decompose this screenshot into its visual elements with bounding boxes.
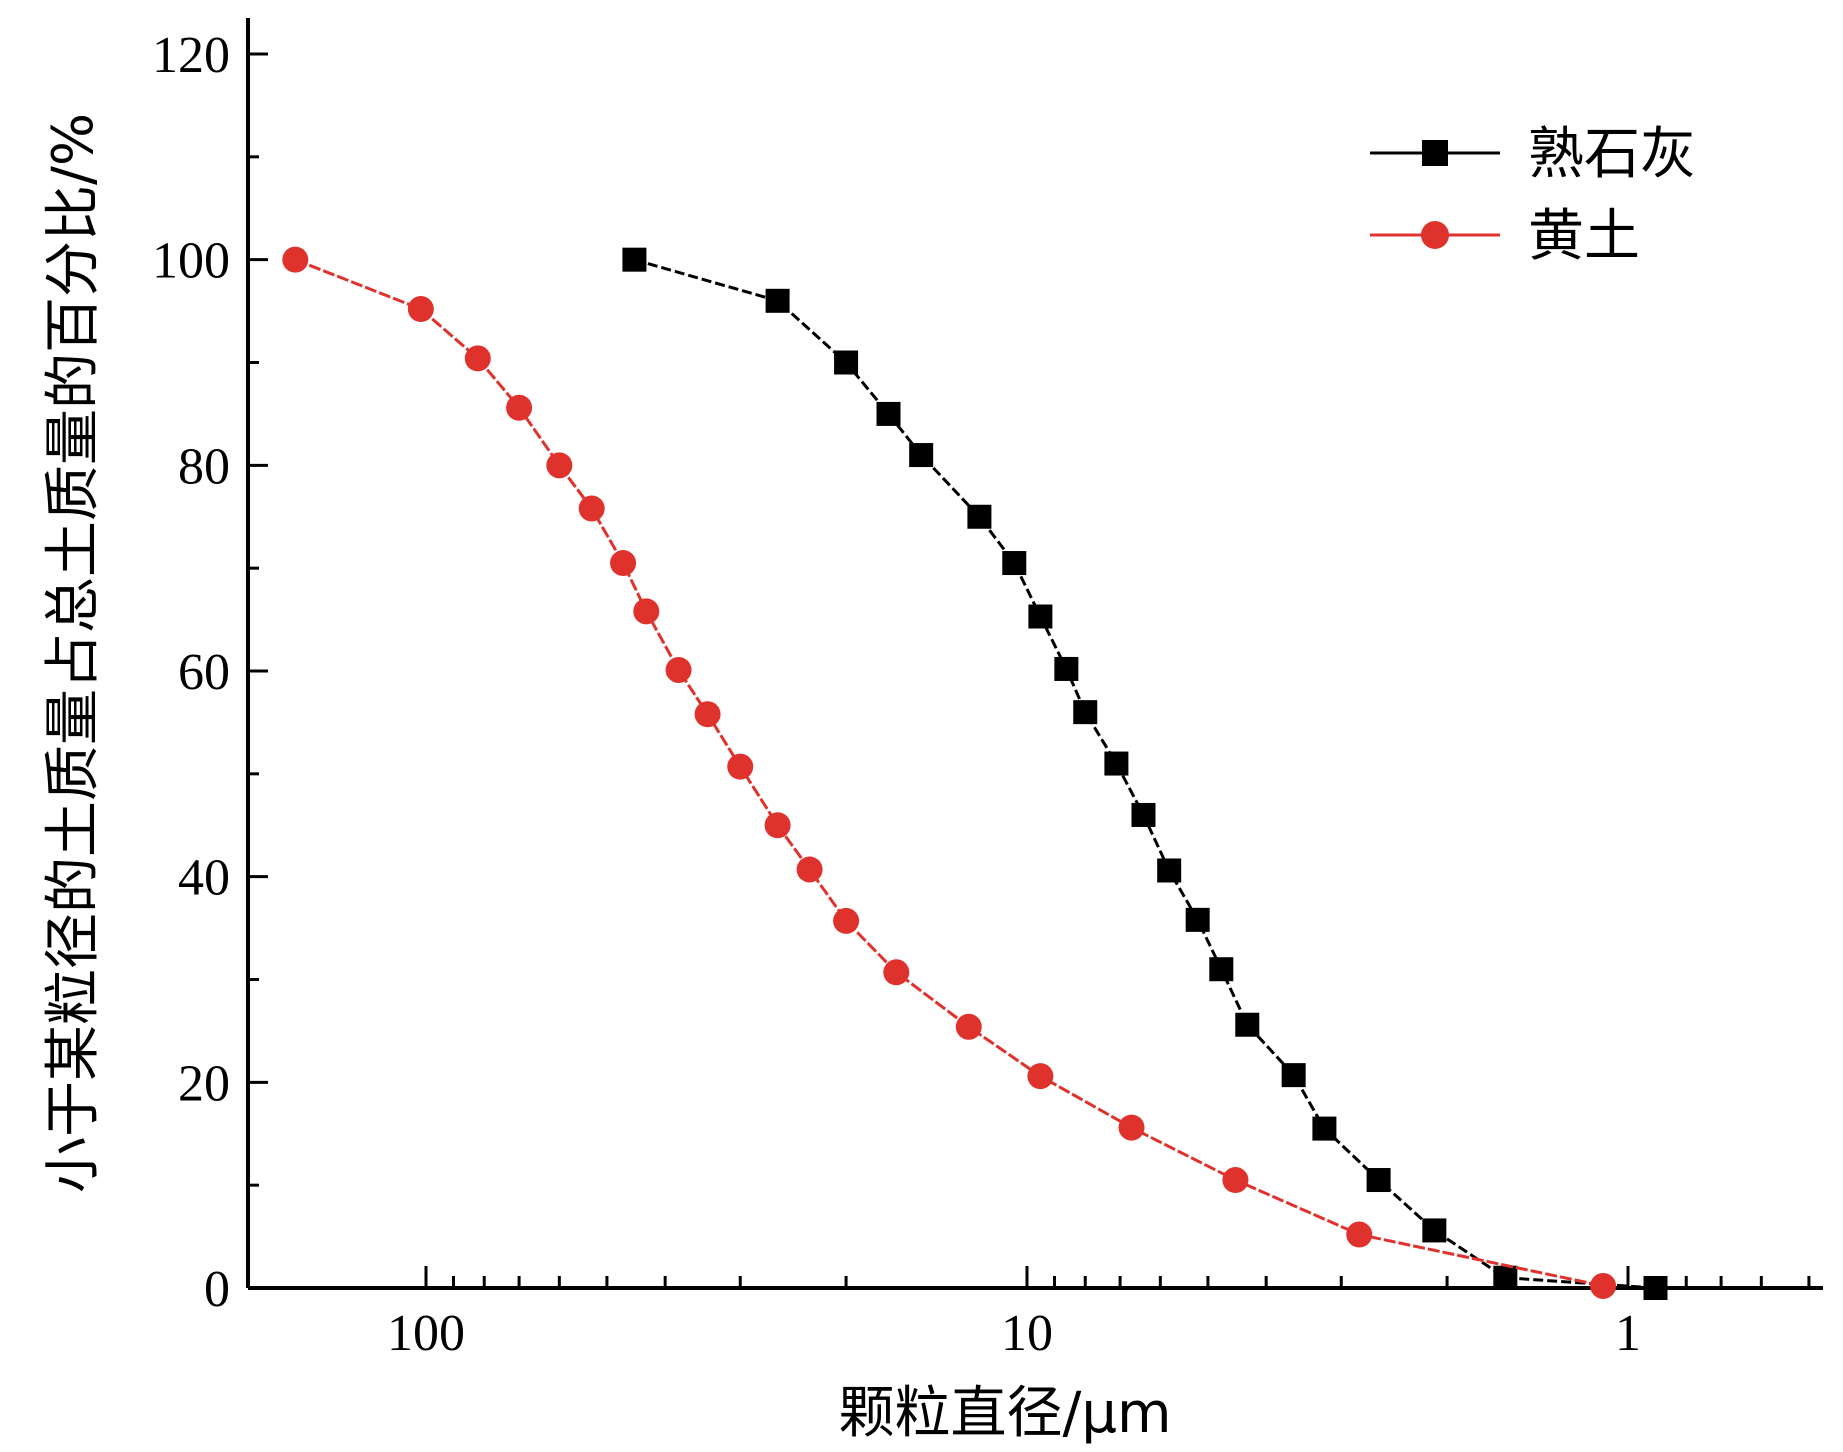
- data-point: [883, 959, 910, 986]
- data-point: [665, 656, 692, 683]
- x-axis-title: 颗粒直径/μm: [838, 1381, 1171, 1446]
- data-point: [876, 401, 901, 426]
- y-tick-label: 80: [178, 438, 230, 495]
- data-point: [1281, 1063, 1306, 1088]
- data-point: [765, 288, 790, 313]
- data-point: [834, 350, 859, 375]
- data-point: [796, 856, 823, 883]
- series-2: [282, 246, 1617, 1299]
- data-point: [622, 247, 647, 272]
- series-line: [633, 258, 1656, 1290]
- data-point: [967, 504, 992, 529]
- x-tick-label: 10: [1001, 1305, 1053, 1362]
- data-point: [1028, 604, 1053, 629]
- data-point: [464, 345, 491, 372]
- data-point: [1366, 1168, 1391, 1193]
- data-point: [633, 598, 660, 625]
- data-point: [1422, 1218, 1447, 1243]
- data-point: [1157, 858, 1182, 883]
- data-point: [506, 394, 533, 421]
- data-point: [282, 246, 309, 273]
- data-point: [764, 812, 791, 839]
- data-point: [1590, 1272, 1617, 1299]
- data-point: [1222, 1167, 1249, 1194]
- y-tick-label: 20: [178, 1055, 230, 1112]
- data-point: [1209, 957, 1234, 982]
- series-layer: [282, 246, 1668, 1300]
- data-point: [694, 701, 721, 728]
- data-point: [1493, 1265, 1518, 1290]
- data-point: [407, 296, 434, 323]
- x-tick-label: 1: [1615, 1305, 1641, 1362]
- data-point: [727, 753, 754, 780]
- data-point: [1027, 1063, 1054, 1090]
- legend-label: 熟石灰: [1528, 122, 1696, 187]
- data-point: [578, 495, 605, 522]
- data-point: [909, 443, 934, 468]
- y-axis-title: 小于某粒径的土质量占总土质量的百分比/%: [41, 113, 106, 1193]
- series-1: [622, 247, 1668, 1300]
- data-point: [610, 550, 637, 577]
- y-tick-label: 0: [204, 1261, 230, 1318]
- axes: 0 20 40 60 80 100 120 100 10 1: [152, 18, 1823, 1362]
- data-point: [1073, 700, 1098, 725]
- data-point: [1104, 751, 1129, 776]
- y-tick-label: 120: [152, 27, 230, 84]
- y-tick-label: 40: [178, 850, 230, 907]
- data-point: [955, 1013, 982, 1040]
- data-point: [833, 907, 860, 934]
- data-point: [1118, 1114, 1145, 1141]
- data-point: [1054, 656, 1079, 681]
- data-point: [1235, 1012, 1260, 1037]
- data-point: [546, 452, 573, 479]
- data-point: [1131, 802, 1156, 827]
- y-tick-label: 100: [152, 233, 230, 290]
- data-point: [1185, 907, 1210, 932]
- data-point: [1312, 1116, 1337, 1141]
- legend-marker: [1422, 140, 1448, 166]
- data-point: [1346, 1221, 1373, 1248]
- x-tick-label: 100: [387, 1305, 465, 1362]
- data-point: [1002, 551, 1027, 576]
- legend-marker: [1421, 221, 1449, 249]
- legend-label: 黄土: [1528, 204, 1640, 269]
- data-point: [1643, 1276, 1668, 1300]
- y-tick-label: 60: [178, 644, 230, 701]
- series-line: [294, 258, 1604, 1288]
